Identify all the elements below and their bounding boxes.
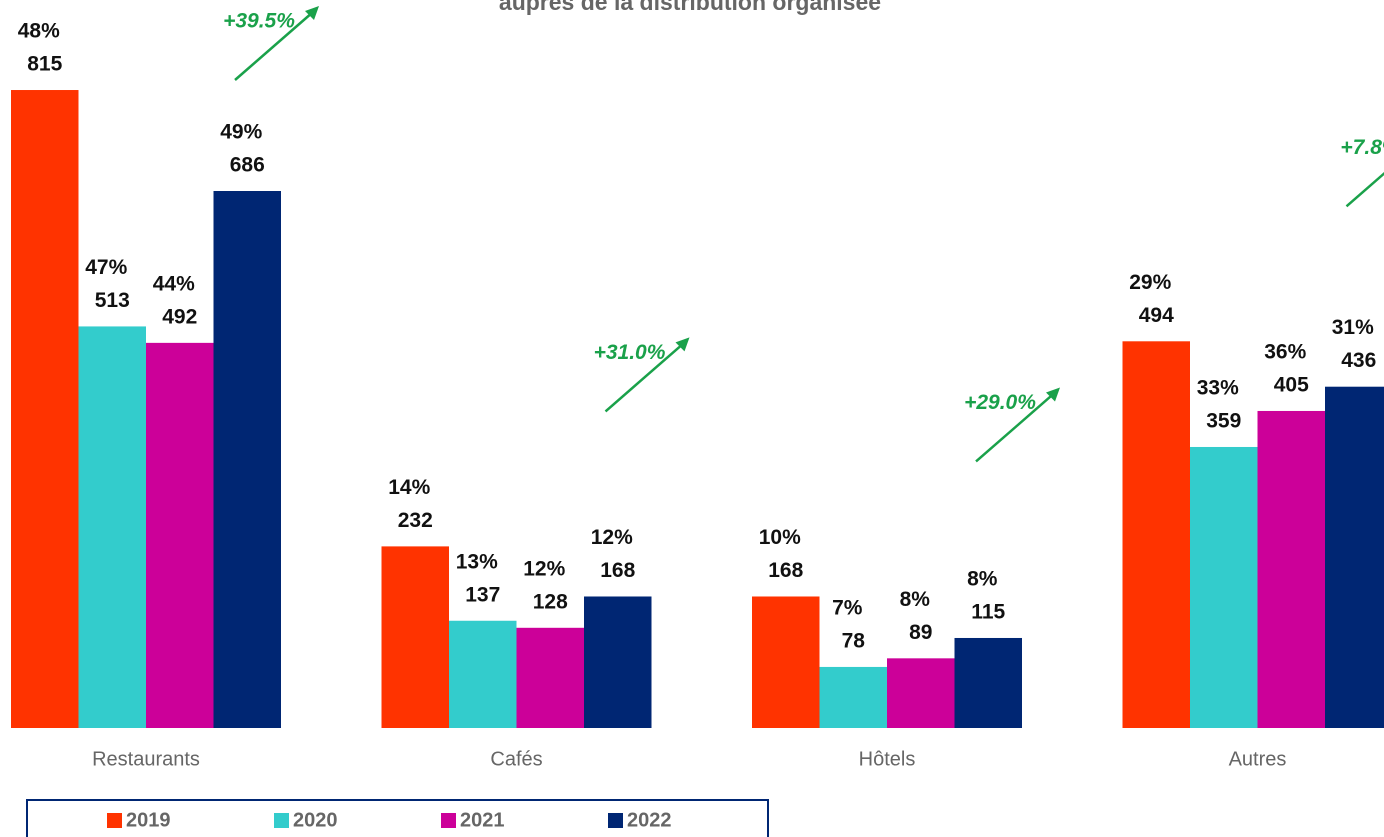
- bar: [1257, 410, 1325, 728]
- data-label: 89: [909, 621, 932, 644]
- growth-arrow: [604, 342, 685, 413]
- share-label: 8%: [967, 568, 998, 591]
- data-label: 815: [27, 53, 62, 76]
- growth-arrow: [1345, 171, 1384, 208]
- bar: [11, 90, 79, 729]
- bar: [78, 326, 146, 728]
- bar: [752, 596, 820, 728]
- arrow-head: [305, 6, 319, 20]
- data-label: 359: [1206, 410, 1241, 433]
- share-label: 44%: [153, 272, 195, 295]
- share-label: 31%: [1332, 316, 1374, 339]
- bar: [516, 627, 584, 728]
- share-label: 14%: [388, 476, 430, 499]
- legend-swatch: [608, 813, 623, 828]
- data-label: 405: [1274, 374, 1309, 397]
- legend-swatch: [441, 813, 456, 828]
- legend-label: 2019: [126, 809, 171, 831]
- bar: [1190, 446, 1258, 728]
- share-label: 47%: [85, 256, 127, 279]
- data-label: 686: [230, 154, 265, 177]
- bar: [1325, 386, 1384, 728]
- data-label: 168: [768, 559, 803, 582]
- arrow-head: [675, 337, 690, 352]
- growth-annotation: +31.0%: [594, 341, 666, 364]
- data-label: 128: [533, 590, 568, 613]
- share-label: 36%: [1264, 341, 1306, 364]
- share-label: 49%: [220, 121, 262, 144]
- share-label: 29%: [1129, 271, 1171, 294]
- share-label: 13%: [456, 550, 498, 573]
- chart-title: auprès de la distribution organisée: [499, 0, 881, 15]
- bar: [213, 191, 281, 729]
- bar: [449, 620, 517, 728]
- data-label: 78: [842, 629, 866, 652]
- legend-label: 2020: [293, 809, 338, 831]
- bar: [819, 666, 887, 728]
- data-label: 513: [95, 289, 130, 312]
- share-label: 33%: [1197, 377, 1239, 400]
- bar: [1122, 341, 1190, 728]
- share-label: 7%: [832, 596, 863, 619]
- growth-annotation: +7.8%: [1340, 136, 1384, 159]
- x-tick-label: Restaurants: [92, 748, 200, 770]
- x-tick-label: Hôtels: [859, 748, 916, 770]
- growth-arrow: [234, 11, 314, 81]
- legend-label: 2022: [627, 809, 672, 831]
- data-label: 494: [1139, 304, 1174, 327]
- data-label: 232: [398, 509, 433, 532]
- growth-annotation: +29.0%: [964, 391, 1036, 414]
- x-tick-label: Cafés: [490, 748, 542, 770]
- share-label: 10%: [759, 526, 801, 549]
- bar: [381, 546, 449, 728]
- growth-arrow: [975, 392, 1055, 463]
- arrow-head: [1046, 387, 1060, 402]
- data-label: 115: [971, 601, 1005, 624]
- share-label: 12%: [591, 526, 633, 549]
- x-tick-label: Autres: [1229, 748, 1287, 770]
- bar: [954, 637, 1022, 728]
- bar: [887, 658, 955, 728]
- data-label: 137: [465, 583, 500, 606]
- growth-annotation: +39.5%: [223, 10, 295, 33]
- share-label: 48%: [18, 20, 60, 43]
- legend-box: [26, 799, 769, 837]
- share-label: 8%: [900, 588, 931, 611]
- data-label: 436: [1341, 349, 1376, 372]
- share-label: 12%: [523, 557, 565, 580]
- data-label: 492: [162, 305, 197, 328]
- bar: [584, 596, 652, 728]
- bar: [146, 342, 214, 728]
- data-label: 168: [600, 559, 635, 582]
- legend-label: 2021: [460, 809, 505, 831]
- legend-swatch: [107, 813, 122, 828]
- legend-swatch: [274, 813, 289, 828]
